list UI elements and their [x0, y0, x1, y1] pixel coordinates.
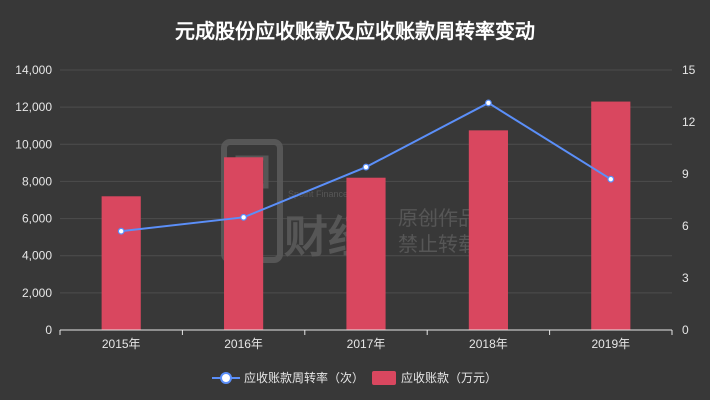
- watermark-line-1: 原创作品: [398, 206, 478, 230]
- y-left-tick-label: 8,000: [22, 174, 52, 188]
- legend: 应收账款周转率（次） 应收账款（万元）: [212, 370, 497, 385]
- x-tick-label: 2015年: [102, 337, 141, 351]
- y-left-tick-label: 6,000: [22, 212, 52, 226]
- bar-2018年[interactable]: [468, 130, 508, 330]
- y-left-tick-label: 14,000: [15, 63, 52, 77]
- y-right-tick-label: 3: [682, 271, 689, 285]
- x-tick-label: 2019年: [591, 337, 630, 351]
- turnover-point-2018年[interactable]: [485, 99, 492, 107]
- watermark-brand-en: Spoint Finance: [288, 189, 348, 199]
- bar-series: [101, 101, 631, 330]
- y-right-tick-label: 15: [682, 63, 696, 77]
- legend-item-turnover[interactable]: 应收账款周转率（次）: [212, 370, 364, 385]
- y-right-tick-label: 12: [682, 115, 696, 129]
- turnover-point-2019年[interactable]: [607, 175, 615, 183]
- axes: 0 2,000 4,000 6,000 8,000 10,000 12,000 14,000 0…: [15, 63, 695, 351]
- turnover-point-2016年[interactable]: [240, 213, 248, 221]
- legend-label-turnover: 应收账款周转率（次）: [244, 370, 364, 385]
- y-right-tick-label: 6: [682, 219, 689, 233]
- watermark-line-2: 禁止转载: [398, 232, 478, 256]
- y-left-tick-label: 2,000: [22, 286, 52, 300]
- x-tick-label: 2017年: [347, 337, 386, 351]
- legend-bar-swatch: [372, 371, 396, 385]
- y-left-tick-label: 0: [45, 323, 52, 337]
- turnover-point-2015年[interactable]: [117, 227, 125, 235]
- y-right-tick-label: 0: [682, 323, 689, 337]
- y-right-tick-label: 9: [682, 167, 689, 181]
- bar-2017年[interactable]: [346, 177, 386, 330]
- legend-item-receivables[interactable]: 应收账款（万元）: [372, 370, 497, 385]
- bar-2015年[interactable]: [101, 196, 141, 330]
- bar-2016年[interactable]: [224, 157, 264, 330]
- legend-marker-icon: [220, 372, 232, 384]
- x-tick-label: 2018年: [469, 337, 508, 351]
- x-tick-label: 2016年: [224, 337, 263, 351]
- y-left-tick-label: 4,000: [22, 249, 52, 263]
- chart-title: 元成股份应收账款及应收账款周转率变动: [175, 19, 535, 43]
- line-series: [117, 99, 615, 235]
- turnover-point-2017年[interactable]: [362, 163, 370, 171]
- legend-label-receivables: 应收账款（万元）: [401, 370, 497, 385]
- y-left-tick-label: 12,000: [15, 100, 52, 114]
- bar-2019年[interactable]: [591, 101, 631, 330]
- y-left-tick-label: 10,000: [15, 137, 52, 151]
